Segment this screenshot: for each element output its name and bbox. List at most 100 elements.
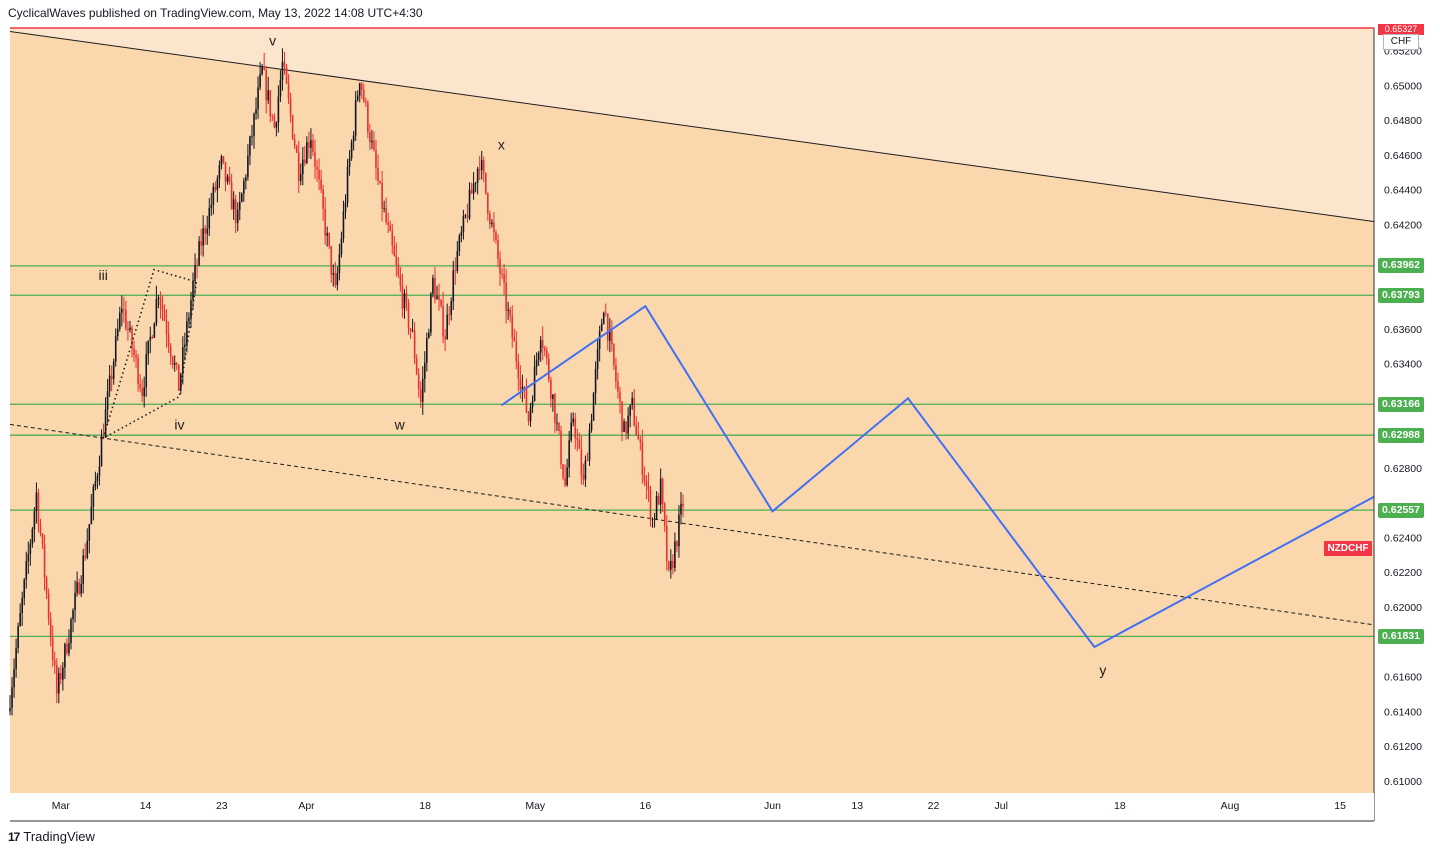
- candle-body-220: [456, 251, 459, 272]
- candle-body-49: [108, 375, 111, 392]
- publisher-line: CyclicalWaves published on TradingView.c…: [8, 6, 423, 20]
- candle-body-310: [639, 439, 642, 443]
- candle-body-156: [326, 233, 328, 236]
- candle-body-305: [629, 405, 631, 416]
- candle-body-102: [216, 178, 219, 190]
- candle-body-291: [600, 324, 603, 332]
- price-axis-ticks: 0.652000.650000.648000.646000.644000.642…: [1384, 46, 1422, 788]
- candle-body-159: [332, 273, 335, 275]
- candle-body-3: [15, 648, 17, 669]
- candle-body-188: [391, 230, 394, 246]
- candle-body-205: [426, 338, 428, 363]
- level-tag-3: 0.62988: [1378, 427, 1424, 443]
- candle-body-315: [649, 489, 652, 520]
- candle-body-77: [165, 320, 168, 335]
- time-axis-panel[interactable]: [10, 793, 1374, 821]
- candle-body-28: [66, 643, 68, 654]
- candle-body-327: [674, 541, 676, 568]
- candle-body-175: [365, 101, 367, 103]
- candle-body-99: [210, 204, 213, 208]
- tradingview-logo[interactable]: 17 TradingView: [8, 829, 95, 844]
- candle-body-214: [444, 336, 446, 340]
- candle-body-173: [360, 83, 363, 90]
- triangle-outline: [102, 268, 198, 440]
- candle-body-31: [72, 610, 74, 620]
- candle-body-180: [375, 149, 377, 168]
- candle-body-59: [129, 327, 131, 331]
- candle-body-43: [96, 475, 99, 482]
- candle-body-191: [397, 264, 400, 276]
- y-tick-label-4: 0.64400: [1384, 185, 1422, 197]
- y-tick-label-14: 0.61200: [1384, 741, 1422, 753]
- candle-body-164: [342, 211, 345, 239]
- candle-body-80: [171, 356, 174, 365]
- candle-body-8: [25, 561, 28, 580]
- candle-body-16: [41, 533, 44, 544]
- candle-body-26: [62, 667, 64, 680]
- wave-label-y: y: [1099, 662, 1106, 678]
- candle-body-60: [131, 327, 133, 349]
- candle-body-11: [31, 529, 34, 544]
- candle-body-22: [53, 660, 56, 666]
- x-tick-label-1: 14: [140, 800, 152, 812]
- candle-body-312: [643, 474, 646, 481]
- trendlines: [9, 30, 1383, 627]
- candle-body-207: [430, 293, 432, 333]
- candle-body-221: [458, 235, 461, 252]
- level-tag-1: 0.63793: [1378, 287, 1424, 303]
- candle-body-303: [625, 421, 627, 434]
- candle-body-242: [501, 273, 503, 275]
- candle-body-44: [98, 466, 101, 476]
- candle-body-237: [491, 222, 493, 225]
- candle-body-128: [269, 90, 272, 116]
- candle-body-15: [39, 524, 42, 534]
- candle-body-262: [541, 339, 544, 349]
- candle-body-160: [334, 273, 337, 286]
- candle-body-240: [497, 239, 499, 259]
- candle-body-93: [198, 241, 200, 266]
- candle-body-248: [513, 337, 516, 342]
- candle-body-223: [462, 216, 465, 232]
- candle-body-197: [409, 328, 412, 332]
- candle-body-208: [432, 277, 434, 294]
- candle-body-319: [657, 496, 660, 505]
- candle-body-154: [322, 189, 324, 209]
- price-axis-panel[interactable]: [1374, 28, 1440, 821]
- candle-body-121: [255, 108, 257, 114]
- candle-body-135: [283, 61, 286, 67]
- candle-body-144: [301, 159, 304, 175]
- y-tick-label-3: 0.64600: [1384, 150, 1422, 162]
- candle-body-323: [665, 525, 668, 562]
- candle-body-67: [145, 354, 148, 388]
- candle-body-203: [421, 378, 424, 402]
- candles: [9, 48, 684, 716]
- candle-body-256: [529, 407, 532, 422]
- candle-body-65: [141, 388, 143, 397]
- candle-body-112: [236, 209, 239, 224]
- candle-body-95: [202, 228, 204, 246]
- candle-body-94: [200, 241, 202, 246]
- y-tick-label-2: 0.64800: [1384, 115, 1422, 127]
- candle-body-247: [511, 315, 514, 338]
- candle-body-228: [472, 183, 475, 194]
- candle-body-104: [220, 156, 223, 166]
- candle-body-145: [304, 159, 306, 164]
- candle-body-194: [403, 293, 406, 309]
- candle-body-120: [253, 113, 255, 137]
- candle-body-40: [90, 506, 93, 525]
- x-tick-label-4: 18: [419, 800, 431, 812]
- candle-body-6: [21, 598, 23, 614]
- candle-body-88: [188, 317, 190, 322]
- triangle-dotted: [102, 268, 198, 440]
- x-tick-label-9: 22: [928, 800, 940, 812]
- candle-body-113: [238, 201, 241, 210]
- candle-body-41: [92, 486, 95, 507]
- symbol-tag: NZDCHF: [1324, 541, 1372, 556]
- x-tick-label-13: 15: [1334, 800, 1346, 812]
- candle-body-137: [287, 83, 290, 99]
- candle-body-42: [94, 481, 97, 487]
- wave-label-v: v: [269, 32, 276, 48]
- candle-body-309: [637, 434, 640, 440]
- candle-body-313: [645, 480, 648, 486]
